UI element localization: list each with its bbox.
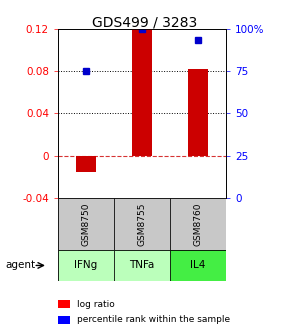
Text: GDS499 / 3283: GDS499 / 3283 — [93, 15, 197, 29]
Text: GSM8760: GSM8760 — [194, 203, 203, 246]
Text: log ratio: log ratio — [77, 300, 115, 308]
Bar — [114, 198, 170, 250]
Text: GSM8750: GSM8750 — [81, 203, 90, 246]
Bar — [188, 69, 208, 156]
Text: GSM8755: GSM8755 — [137, 203, 147, 246]
Text: percentile rank within the sample: percentile rank within the sample — [77, 316, 230, 324]
Bar — [76, 156, 96, 172]
Bar — [114, 250, 170, 281]
Text: agent: agent — [6, 260, 36, 270]
Text: TNFa: TNFa — [129, 260, 155, 270]
Text: IFNg: IFNg — [75, 260, 98, 270]
Bar — [58, 250, 114, 281]
Text: IL4: IL4 — [191, 260, 206, 270]
Bar — [58, 198, 114, 250]
Bar — [170, 198, 226, 250]
Bar — [170, 250, 226, 281]
Bar — [132, 29, 152, 156]
